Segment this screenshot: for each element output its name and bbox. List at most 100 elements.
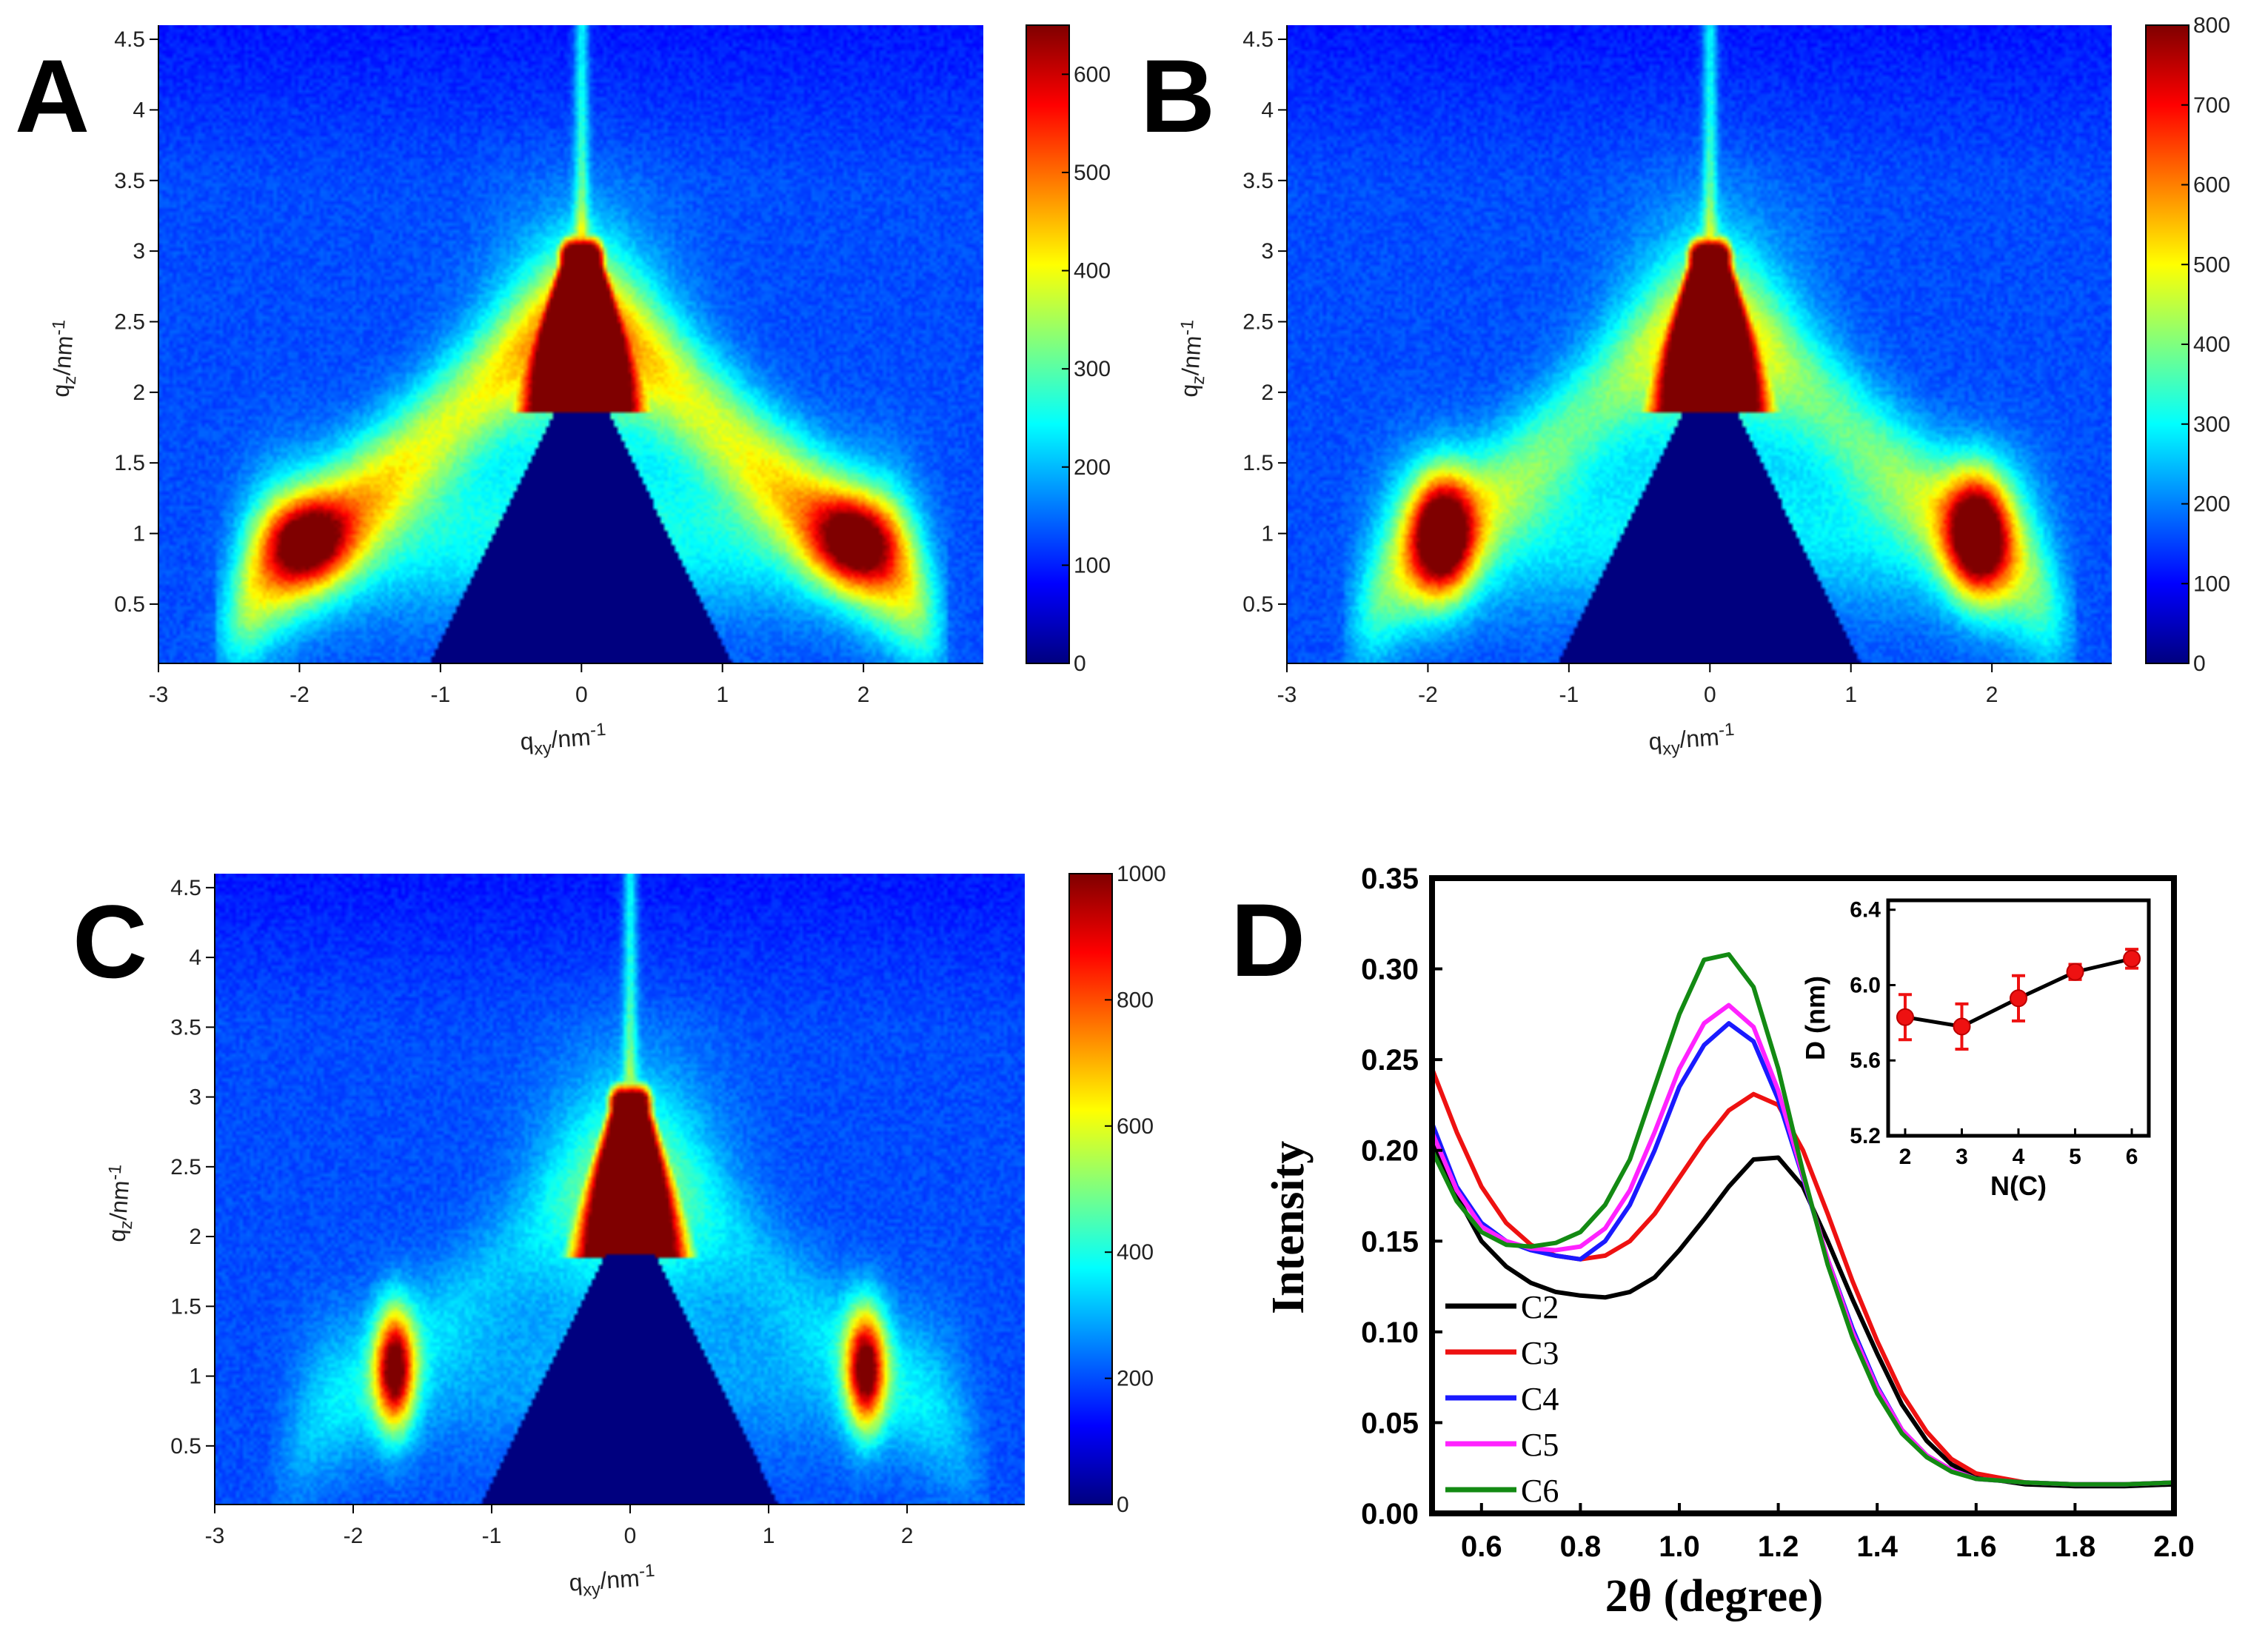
x-tick-label: 1.0 <box>1659 1530 1700 1563</box>
inset-y-tick-label: 6.4 <box>1850 898 1881 923</box>
colorbar-tick-label: 600 <box>1074 62 1111 87</box>
y-tick-label: 3.5 <box>170 1015 201 1040</box>
x-axis-label: 2θ (degree) <box>1605 1571 1824 1621</box>
y-tick-label: 3 <box>133 239 145 264</box>
y-tick-label: 0.35 <box>1361 863 1419 895</box>
inset-x-tick-label: 6 <box>2126 1145 2138 1169</box>
x-tick-label: 1.8 <box>2055 1530 2096 1563</box>
y-axis-label: qz/nm-1 <box>100 1164 140 1244</box>
inset-y-tick-label: 5.2 <box>1850 1124 1881 1148</box>
x-axis-label-part: -1 <box>1718 720 1735 740</box>
heatmap-panel-a: -3 -2 -1 0 1 20.511.522.533.544.5qxy/nm-1qz/n… <box>15 24 1111 760</box>
x-tick-label: -1 <box>1559 683 1579 707</box>
x-tick-label: -2 <box>290 683 310 707</box>
inset-x-axis-label: N(C) <box>1990 1171 2047 1201</box>
y-axis-label-part: /nm <box>49 335 78 376</box>
colorbar-tick-label: 300 <box>2193 412 2230 437</box>
colorbar-tick-label: 500 <box>1074 161 1111 185</box>
plot-frame <box>1429 875 2177 1516</box>
x-tick-label: -2 <box>344 1524 364 1548</box>
y-axis-label: qz/nm-1 <box>44 319 84 399</box>
y-tick-label: 1.5 <box>114 451 145 475</box>
y-tick-label: 0.20 <box>1361 1135 1419 1168</box>
inset-y-tick-label: 5.6 <box>1850 1048 1881 1073</box>
y-axis-label: Intensity <box>1263 1141 1314 1314</box>
y-axis-label-part: -1 <box>104 1164 125 1181</box>
colorbar <box>1068 873 1113 1505</box>
colorbar-tick-label: 600 <box>2193 173 2230 198</box>
x-tick-label: -1 <box>431 683 451 707</box>
y-tick-label: 0.25 <box>1361 1044 1419 1077</box>
y-tick-label: 0.05 <box>1361 1407 1419 1439</box>
x-tick-label: 2.0 <box>2153 1530 2195 1563</box>
inset-point <box>1953 1017 1971 1036</box>
x-tick-label: -1 <box>482 1524 502 1548</box>
heatmap-image <box>158 25 983 663</box>
y-tick-label: 2.5 <box>114 309 145 334</box>
x-tick-label: 1.4 <box>1856 1530 1898 1563</box>
y-tick-label: 0.5 <box>114 592 145 617</box>
y-tick-label: 1 <box>189 1365 201 1389</box>
x-tick-label: 0.6 <box>1461 1530 1502 1563</box>
inset-point <box>1896 1008 1914 1026</box>
x-tick-label: 2 <box>901 1524 914 1548</box>
x-tick-label: 0 <box>624 1524 637 1548</box>
colorbar-tick-label: 0 <box>1117 1493 1129 1517</box>
x-tick-label: 0.8 <box>1560 1530 1602 1563</box>
y-axis-label-part: /nm <box>1177 335 1207 376</box>
panel-label: D <box>1231 882 1305 998</box>
y-tick-label: 2 <box>1261 381 1274 405</box>
y-axis-label-part: -1 <box>48 319 69 336</box>
y-tick-label: 0.5 <box>1242 592 1274 617</box>
x-tick-label: -3 <box>1277 683 1297 707</box>
y-tick-label: 2.5 <box>170 1155 201 1179</box>
x-axis-label-part: q <box>1648 728 1662 755</box>
colorbar-tick-label: 400 <box>1074 259 1111 284</box>
x-axis-label: qxy/nm-1 <box>568 1561 656 1601</box>
y-tick-label: 4.5 <box>170 876 201 900</box>
y-tick-label: 1 <box>133 522 145 546</box>
x-tick-label: 0 <box>575 683 588 707</box>
y-axis-label-part: z <box>60 375 81 385</box>
x-tick-label: 1 <box>1844 683 1857 707</box>
colorbar-tick-label: 300 <box>1074 357 1111 381</box>
x-tick-label: -3 <box>149 683 169 707</box>
x-axis-label-part: xy <box>533 738 552 760</box>
y-tick-label: 0.30 <box>1361 954 1419 986</box>
colorbar-tick-label: 800 <box>2193 13 2230 38</box>
y-tick-label: 3.5 <box>114 169 145 193</box>
x-tick-label: 2 <box>1986 683 1998 707</box>
x-tick-label: 1 <box>716 683 729 707</box>
colorbar-tick-label: 200 <box>1117 1367 1154 1391</box>
inset-point <box>2066 963 2084 981</box>
inset-x-tick-label: 3 <box>1956 1145 1968 1169</box>
legend-label: C4 <box>1521 1381 1559 1417</box>
y-tick-label: 2.5 <box>1242 309 1274 334</box>
y-tick-label: 2 <box>133 381 145 405</box>
panel-label: A <box>15 38 90 154</box>
y-tick-label: 0.00 <box>1361 1498 1419 1530</box>
colorbar-tick-label: 100 <box>1074 553 1111 578</box>
x-axis-label-part: q <box>519 728 534 755</box>
panel-label: B <box>1140 38 1215 154</box>
legend-label: C6 <box>1521 1473 1559 1509</box>
colorbar-tick-label: 600 <box>1117 1114 1154 1139</box>
colorbar-tick-label: 400 <box>1117 1240 1154 1265</box>
colorbar-tick-label: 1000 <box>1117 862 1166 886</box>
colorbar-tick-label: 0 <box>1074 652 1086 676</box>
heatmap-panel-c: -3 -2 -1 0 1 20.511.522.533.544.5qxy/nm-1qz/n… <box>73 862 1166 1601</box>
y-tick-label: 4.5 <box>114 27 145 52</box>
heatmap-panel-b: -3 -2 -1 0 1 20.511.522.533.544.5qxy/nm-1qz/n… <box>1140 13 2230 759</box>
y-axis-label-part: /nm <box>105 1179 135 1221</box>
x-axis-label-part: -1 <box>638 1561 655 1582</box>
heatmap-image <box>215 874 1025 1505</box>
y-tick-label: 3 <box>189 1085 201 1110</box>
x-tick-label: 2 <box>857 683 870 707</box>
y-tick-label: 1.5 <box>170 1294 201 1319</box>
colorbar-tick-label: 200 <box>1074 455 1111 480</box>
x-tick-label: -2 <box>1418 683 1438 707</box>
y-tick-label: 0.5 <box>170 1434 201 1459</box>
y-tick-label: 0.15 <box>1361 1225 1419 1258</box>
y-tick-label: 4 <box>1261 98 1274 122</box>
colorbar-tick-label: 200 <box>2193 492 2230 517</box>
